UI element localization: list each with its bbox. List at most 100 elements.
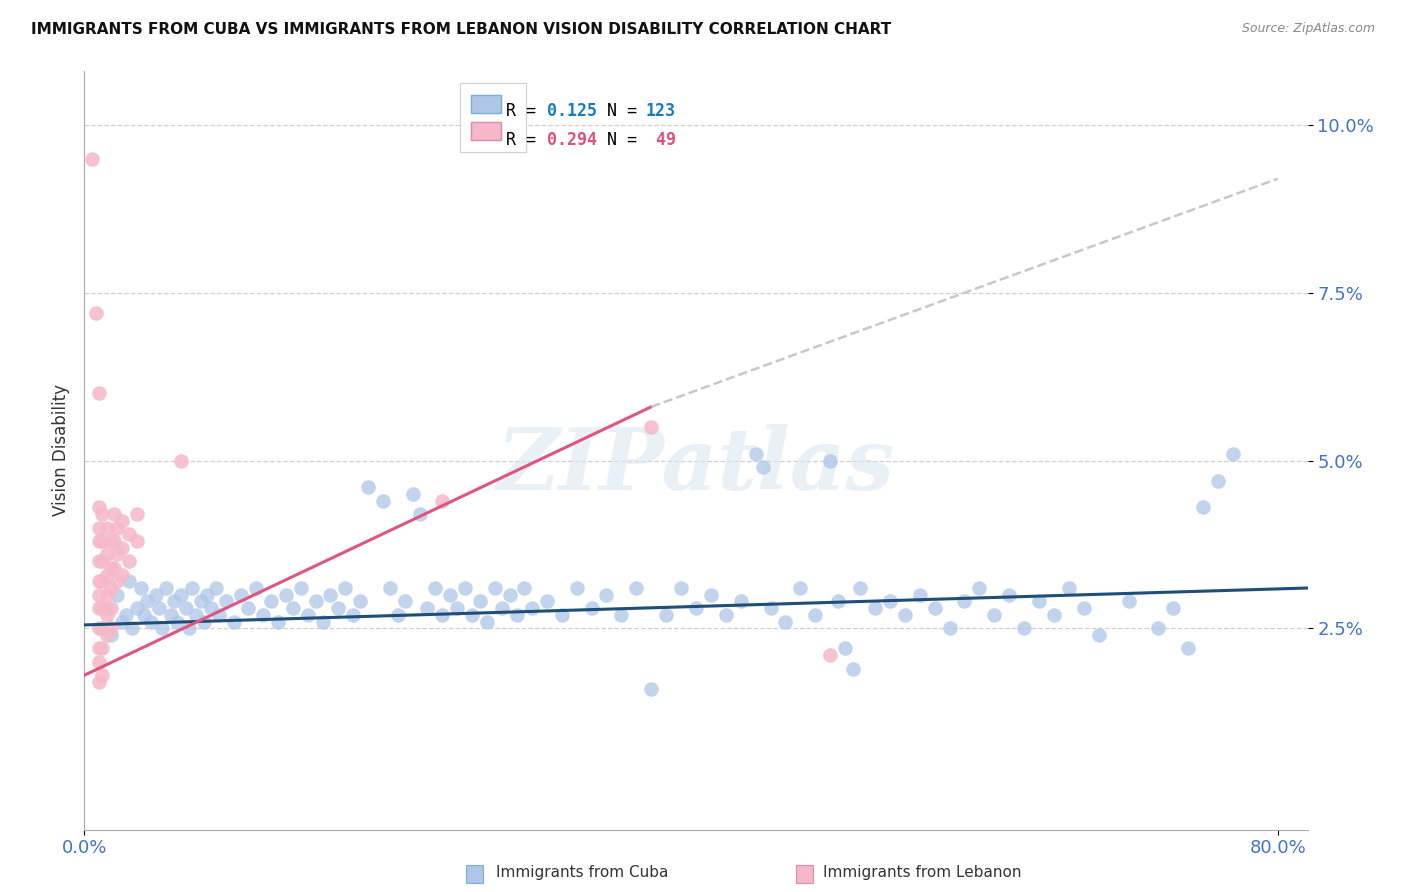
- Text: 0.125: 0.125: [547, 102, 596, 120]
- Point: [669, 581, 692, 595]
- Point: [132, 607, 155, 622]
- Point: [190, 594, 212, 608]
- Point: [91, 641, 114, 656]
- Point: [520, 601, 543, 615]
- Point: [610, 607, 633, 622]
- Point: [863, 601, 886, 615]
- Point: [118, 574, 141, 589]
- Point: [304, 594, 326, 608]
- Text: 123: 123: [645, 102, 676, 120]
- Point: [91, 621, 114, 635]
- Point: [1222, 447, 1244, 461]
- Point: [148, 601, 170, 615]
- Legend: , : ,: [460, 84, 526, 153]
- Point: [177, 621, 200, 635]
- Point: [193, 615, 215, 629]
- Point: [100, 621, 122, 635]
- Point: [267, 615, 290, 629]
- Point: [96, 548, 118, 562]
- Point: [125, 507, 148, 521]
- Point: [89, 554, 111, 568]
- Point: [111, 514, 134, 528]
- Point: [319, 588, 342, 602]
- Point: [195, 588, 218, 602]
- Y-axis label: Vision Disability: Vision Disability: [52, 384, 70, 516]
- Point: [468, 594, 491, 608]
- Point: [879, 594, 901, 608]
- Text: 49: 49: [645, 130, 676, 149]
- Point: [655, 607, 678, 622]
- Point: [759, 601, 782, 615]
- Point: [204, 581, 226, 595]
- Point: [1192, 500, 1215, 515]
- Point: [100, 581, 122, 595]
- Point: [401, 487, 423, 501]
- Point: [953, 594, 976, 608]
- Point: [1163, 601, 1185, 615]
- Point: [174, 601, 197, 615]
- Point: [818, 453, 841, 467]
- Point: [938, 621, 960, 635]
- Point: [145, 588, 167, 602]
- Point: [238, 601, 260, 615]
- Point: [129, 581, 152, 595]
- Point: [111, 567, 134, 582]
- Point: [357, 480, 380, 494]
- Point: [775, 615, 797, 629]
- Text: 0.294: 0.294: [547, 130, 596, 149]
- Bar: [467, 865, 484, 883]
- Point: [342, 607, 364, 622]
- Point: [89, 641, 111, 656]
- Point: [125, 534, 148, 549]
- Point: [89, 386, 111, 401]
- Point: [924, 601, 946, 615]
- Point: [89, 534, 111, 549]
- Point: [498, 588, 520, 602]
- Point: [100, 534, 122, 549]
- Point: [640, 681, 662, 696]
- Point: [506, 607, 529, 622]
- Point: [297, 607, 319, 622]
- Point: [626, 581, 648, 595]
- Text: Immigrants from Cuba: Immigrants from Cuba: [496, 865, 669, 880]
- Point: [170, 453, 193, 467]
- Point: [1028, 594, 1050, 608]
- Point: [834, 641, 856, 656]
- Point: [1087, 628, 1109, 642]
- Text: Immigrants from Lebanon: Immigrants from Lebanon: [823, 865, 1021, 880]
- Point: [789, 581, 811, 595]
- Point: [80, 152, 103, 166]
- Point: [423, 581, 446, 595]
- Point: [1206, 474, 1229, 488]
- Point: [1012, 621, 1035, 635]
- Point: [394, 594, 416, 608]
- Point: [998, 588, 1021, 602]
- Point: [1073, 601, 1095, 615]
- Bar: [796, 865, 813, 883]
- Point: [150, 621, 173, 635]
- Point: [103, 561, 125, 575]
- Point: [581, 601, 603, 615]
- Point: [200, 601, 222, 615]
- Point: [730, 594, 752, 608]
- Point: [551, 607, 574, 622]
- Point: [103, 534, 125, 549]
- Point: [260, 594, 283, 608]
- Text: IMMIGRANTS FROM CUBA VS IMMIGRANTS FROM LEBANON VISION DISABILITY CORRELATION CH: IMMIGRANTS FROM CUBA VS IMMIGRANTS FROM …: [31, 22, 891, 37]
- Point: [160, 607, 183, 622]
- Point: [91, 534, 114, 549]
- Point: [89, 601, 111, 615]
- Point: [207, 607, 229, 622]
- Point: [536, 594, 558, 608]
- Point: [91, 554, 114, 568]
- Point: [155, 581, 177, 595]
- Point: [103, 507, 125, 521]
- Point: [312, 615, 335, 629]
- Point: [700, 588, 723, 602]
- Point: [91, 601, 114, 615]
- Point: [827, 594, 849, 608]
- Point: [89, 574, 111, 589]
- Point: [180, 581, 202, 595]
- Point: [111, 541, 134, 555]
- Point: [229, 588, 252, 602]
